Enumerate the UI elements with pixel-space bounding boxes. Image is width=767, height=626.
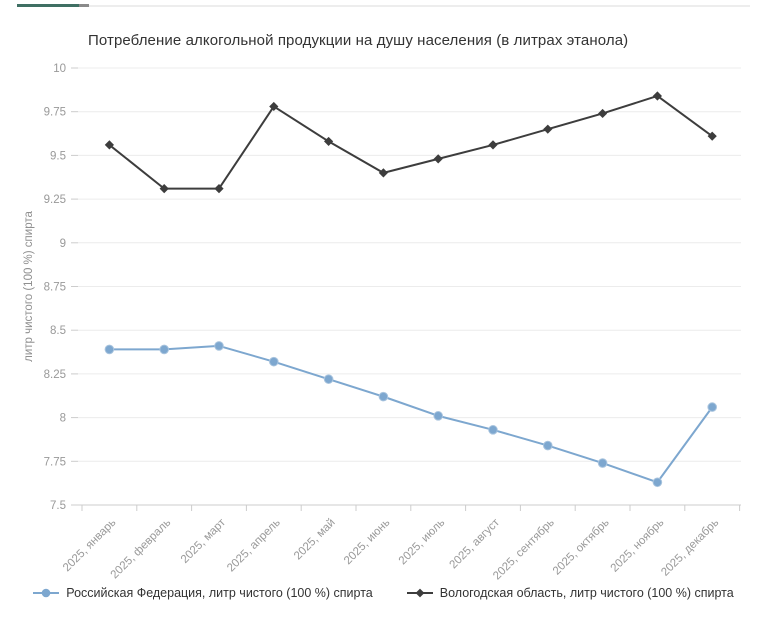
data-point[interactable] [543,440,553,451]
x-tick-label: 2025, июнь [342,517,392,567]
x-tick-label: 2025, июль [397,517,448,568]
x-tick-label: 2025, август [447,516,502,571]
legend-item-1[interactable]: Вологодская область, литр чистого (100 %… [406,586,734,600]
data-point[interactable] [543,124,553,134]
data-point[interactable] [378,391,389,402]
x-tick-label: 2025, январь [61,517,119,575]
y-tick-label: 8.75 [44,282,66,294]
y-tick-label: 8 [60,413,66,425]
y-tick-label: 7.5 [50,500,66,512]
data-point[interactable] [433,411,444,421]
chart-title: Потребление алкогольной продукции на душ… [88,32,629,49]
x-tick-label: 2025, декабрь [659,517,721,579]
x-tick-label: 2025, февраль [109,517,174,580]
legend-circle-marker-icon [33,588,60,598]
series-line-0 [109,344,714,484]
data-point[interactable] [598,108,608,119]
data-point[interactable] [159,184,169,194]
chart-legend: Российская Федерация, литр чистого (100 … [0,586,767,600]
data-point[interactable] [707,402,718,412]
legend-item-0[interactable]: Российская Федерация, литр чистого (100 … [33,586,373,600]
data-point[interactable] [652,477,663,488]
data-point[interactable] [269,356,279,367]
y-axis-title: литр чистого (100 %) спирта [23,211,35,362]
data-point[interactable] [707,131,717,141]
data-point[interactable] [433,154,443,164]
data-point[interactable] [159,344,169,355]
legend-label: Российская Федерация, литр чистого (100 … [66,586,373,600]
data-point[interactable] [323,374,334,384]
x-tick-label: 2025, октябрь [551,517,612,578]
top-scroll-accent [17,4,79,7]
y-tick-label: 9.25 [44,194,66,206]
data-point[interactable] [488,140,498,150]
y-tick-label: 10 [53,63,66,75]
data-point[interactable] [652,91,662,101]
data-point[interactable] [104,140,114,150]
data-point[interactable] [269,101,279,112]
series-line-1 [108,94,713,190]
legend-label: Вологодская область, литр чистого (100 %… [439,586,734,600]
data-point[interactable] [324,136,334,147]
x-tick-label: 2025, май [292,517,338,563]
legend-diamond-marker-icon [406,588,433,598]
x-tick-label: 2025, апрель [225,517,283,575]
data-point[interactable] [214,184,224,194]
data-point[interactable] [214,341,224,351]
data-point[interactable] [597,458,608,468]
data-point[interactable] [488,425,498,435]
y-tick-label: 9 [60,238,66,250]
y-tick-label: 8.25 [44,369,66,381]
x-tick-label: 2025, ноябрь [609,517,667,575]
y-tick-label: 9.5 [50,150,66,162]
y-tick-label: 7.75 [44,456,66,468]
data-point[interactable] [104,344,115,355]
top-scroll-cap [79,4,89,7]
y-tick-label: 9.75 [44,107,66,119]
data-point[interactable] [378,168,388,178]
x-tick-label: 2025, март [179,516,229,566]
y-tick-label: 8.5 [50,325,66,337]
top-scroll-track[interactable] [17,4,750,7]
line-chart: 7.5 7.75 8 8.25 8.5 8.75 9 9.25 9.5 9.75 10 2025, я… [23,63,741,580]
